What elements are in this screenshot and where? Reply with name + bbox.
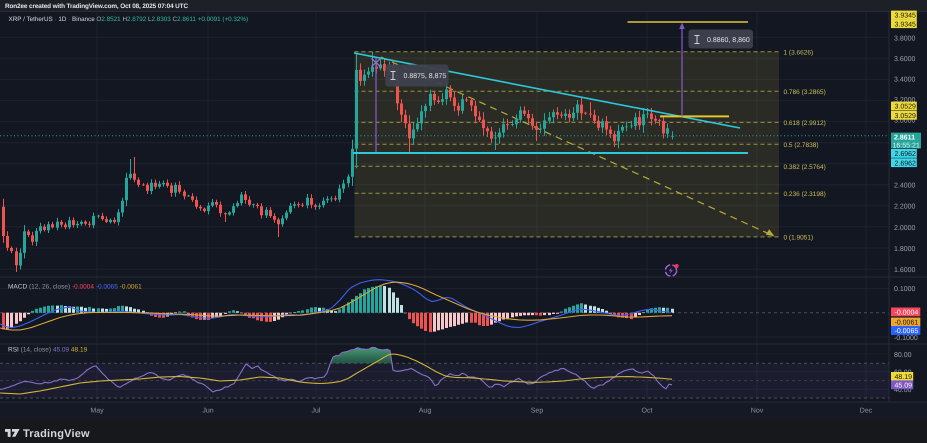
svg-text:3.0529: 3.0529	[895, 104, 917, 111]
svg-text:3.9345: 3.9345	[895, 13, 917, 20]
svg-text:-0.0065: -0.0065	[895, 328, 919, 335]
svg-text:0.5 (2.7838): 0.5 (2.7838)	[784, 142, 819, 149]
svg-text:Aug: Aug	[419, 408, 432, 415]
svg-text:3.4000: 3.4000	[894, 76, 916, 83]
svg-text:RSI (14, close) 45.09 48.19: RSI (14, close) 45.09 48.19	[8, 347, 88, 354]
svg-text:3.0529: 3.0529	[895, 113, 917, 120]
svg-text:Sep: Sep	[531, 408, 544, 415]
svg-text:2.6962: 2.6962	[895, 160, 917, 167]
svg-text:Jun: Jun	[202, 408, 213, 415]
svg-text:1.6000: 1.6000	[894, 267, 916, 274]
svg-text:2.6962: 2.6962	[895, 151, 917, 158]
svg-text:0.786 (3.2865): 0.786 (3.2865)	[784, 89, 826, 96]
svg-text:45.09: 45.09	[895, 382, 913, 389]
svg-text:0.8875, 8,875: 0.8875, 8,875	[404, 73, 447, 80]
svg-text:Oct: Oct	[642, 408, 653, 415]
svg-text:0.382 (2.5764): 0.382 (2.5764)	[784, 164, 826, 171]
svg-text:1 (3.6626): 1 (3.6626)	[784, 49, 814, 56]
svg-text:0.8860, 8,860: 0.8860, 8,860	[707, 37, 750, 44]
svg-text:1.8000: 1.8000	[894, 246, 916, 253]
svg-text:2.4000: 2.4000	[894, 183, 916, 190]
svg-text:Nov: Nov	[751, 408, 764, 415]
svg-text:0 (1.9051): 0 (1.9051)	[784, 235, 814, 242]
svg-text:40.00: 40.00	[894, 387, 912, 394]
svg-text:80.00: 80.00	[894, 352, 912, 359]
svg-text:May: May	[90, 408, 104, 415]
svg-text:2.0000: 2.0000	[894, 225, 916, 232]
svg-text:2.8611: 2.8611	[894, 135, 915, 142]
svg-text:48.19: 48.19	[895, 374, 913, 381]
svg-text:Jul: Jul	[312, 407, 321, 415]
svg-text:0.618 (2.9912): 0.618 (2.9912)	[784, 120, 826, 127]
svg-text:MACD (12, 26, close) -0.0004: MACD (12, 26, close) -0.0004 -0.0065 -0.…	[8, 284, 142, 291]
svg-text:-0.1000: -0.1000	[894, 335, 918, 342]
svg-text:Ron2ee created with TradingVie: Ron2ee created with TradingView.com, Oct…	[5, 3, 188, 10]
svg-text:XRP / TetherUS · 1D · Binance: XRP / TetherUS · 1D · Binance O2.8521 H2…	[9, 16, 249, 23]
svg-text:3.8000: 3.8000	[894, 35, 916, 42]
svg-text:3.6000: 3.6000	[894, 56, 916, 63]
svg-text:0.1000: 0.1000	[894, 286, 916, 293]
svg-text:3.0000: 3.0000	[894, 117, 916, 124]
svg-text:2.2000: 2.2000	[894, 204, 916, 211]
svg-text:-0.0061: -0.0061	[895, 320, 919, 327]
svg-text:TradingView: TradingView	[23, 428, 90, 440]
svg-text:16:55:21: 16:55:21	[893, 142, 920, 149]
svg-text:Dec: Dec	[860, 408, 873, 415]
svg-text:3.2000: 3.2000	[894, 97, 916, 104]
svg-text:0.236 (2.3198): 0.236 (2.3198)	[784, 191, 826, 198]
svg-text:3.9345: 3.9345	[895, 21, 917, 28]
svg-text:-0.0004: -0.0004	[895, 310, 919, 317]
